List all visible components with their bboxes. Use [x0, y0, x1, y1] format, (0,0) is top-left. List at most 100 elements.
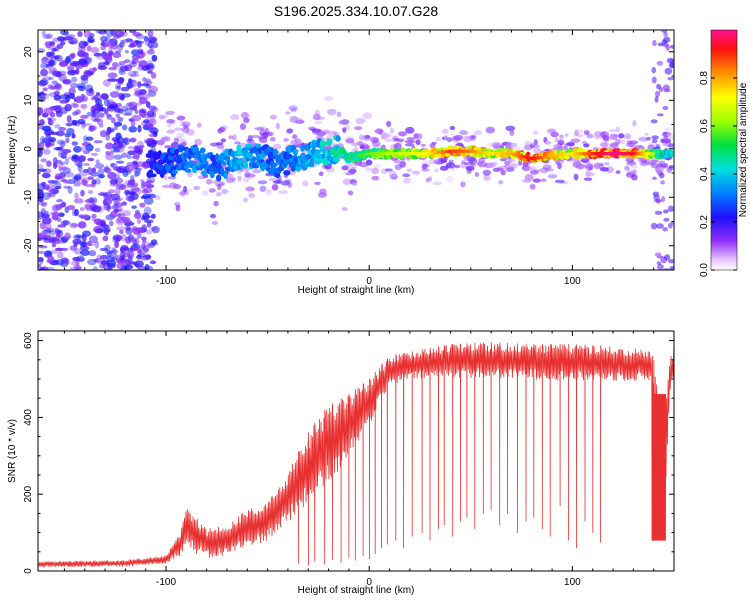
noise-blob — [140, 83, 150, 87]
noise-blob — [86, 45, 92, 52]
colorbar-ticks: 0.0 0.2 0.4 0.6 0.8 — [699, 29, 738, 277]
noise-blob — [166, 119, 175, 124]
ridge-blob — [668, 150, 674, 157]
noise-blob — [522, 179, 532, 183]
noise-blob — [412, 170, 421, 175]
noise-blob — [465, 165, 475, 171]
noise-blob — [96, 118, 104, 126]
noise-blob — [129, 42, 135, 48]
ridge-blob — [214, 153, 220, 161]
noise-blob — [82, 135, 88, 143]
ridge-blob — [273, 148, 279, 157]
noise-blob — [77, 44, 87, 49]
noise-blob — [95, 159, 100, 165]
noise-blob — [662, 105, 669, 111]
noise-blob — [81, 145, 87, 153]
noise-blob — [234, 141, 241, 145]
noise-blob — [257, 180, 268, 185]
noise-blob — [104, 250, 114, 255]
noise-blob — [232, 134, 237, 141]
noise-blob — [314, 181, 321, 186]
noise-blob — [71, 133, 76, 139]
noise-blob — [106, 266, 112, 270]
noise-blob — [663, 135, 668, 142]
noise-blob — [114, 173, 121, 180]
noise-blob — [64, 171, 75, 178]
noise-blob — [83, 41, 89, 47]
noise-blob — [628, 142, 637, 148]
noise-blob — [134, 209, 140, 214]
noise-blob — [114, 50, 122, 54]
noise-blob — [312, 113, 321, 121]
noise-blob — [115, 165, 125, 174]
noise-blob — [609, 133, 618, 140]
ridge-blob — [335, 135, 341, 142]
noise-blob — [141, 189, 149, 194]
noise-blob — [112, 234, 123, 242]
noise-blob — [57, 159, 62, 164]
noise-blob — [129, 137, 137, 143]
noise-blob — [144, 123, 153, 128]
noise-blob — [288, 105, 299, 111]
noise-blob — [128, 79, 136, 83]
noise-blob — [404, 142, 415, 147]
noise-blob — [66, 128, 75, 135]
noise-blob — [95, 98, 103, 106]
x-tick-label: 0 — [366, 577, 372, 588]
noise-blob — [116, 226, 126, 231]
ridge-blob — [300, 145, 305, 152]
noise-blob — [51, 47, 58, 52]
noise-blob — [137, 81, 142, 88]
noise-blob — [473, 130, 483, 136]
noise-blob — [114, 187, 121, 196]
ridge-blob — [202, 155, 208, 161]
noise-blob — [115, 113, 120, 118]
noise-blob — [483, 174, 491, 182]
noise-blob — [311, 128, 322, 133]
noise-blob — [91, 179, 97, 185]
noise-blob — [149, 226, 157, 231]
noise-blob — [48, 59, 55, 66]
noise-blob — [651, 66, 656, 74]
noise-blob — [315, 132, 326, 137]
noise-blob — [60, 220, 71, 226]
noise-blob — [59, 161, 66, 166]
noise-blob — [403, 177, 412, 184]
noise-blob — [118, 184, 127, 191]
noise-blob — [131, 58, 140, 64]
noise-blob — [98, 30, 107, 35]
noise-blob — [124, 189, 130, 195]
noise-blob — [38, 168, 47, 172]
noise-blob — [53, 104, 63, 111]
noise-blob — [654, 96, 659, 103]
ridge-blob — [194, 150, 202, 156]
noise-blob — [158, 114, 166, 120]
noise-blob — [167, 176, 177, 180]
noise-blob — [54, 124, 61, 129]
noise-blob — [156, 139, 165, 146]
noise-blob — [122, 170, 129, 178]
noise-blob — [162, 184, 171, 189]
noise-blob — [650, 159, 656, 166]
noise-blob — [576, 128, 584, 135]
noise-blob — [599, 167, 609, 172]
noise-blob — [81, 179, 88, 186]
noise-blob — [69, 222, 78, 229]
noise-blob — [41, 31, 46, 36]
noise-blob — [107, 171, 117, 180]
ridge-blob — [275, 154, 281, 162]
noise-blob — [59, 247, 69, 252]
noise-blob — [41, 125, 52, 132]
noise-blob — [40, 158, 47, 163]
noise-blob — [347, 190, 354, 196]
noise-blob — [143, 35, 149, 42]
noise-blob — [178, 191, 189, 196]
noise-blob — [142, 77, 147, 82]
noise-blob — [54, 175, 63, 180]
noise-blob — [296, 143, 301, 148]
noise-blob — [103, 167, 112, 173]
noise-blob — [73, 180, 82, 187]
noise-blob — [554, 179, 565, 184]
noise-blob — [668, 143, 674, 148]
